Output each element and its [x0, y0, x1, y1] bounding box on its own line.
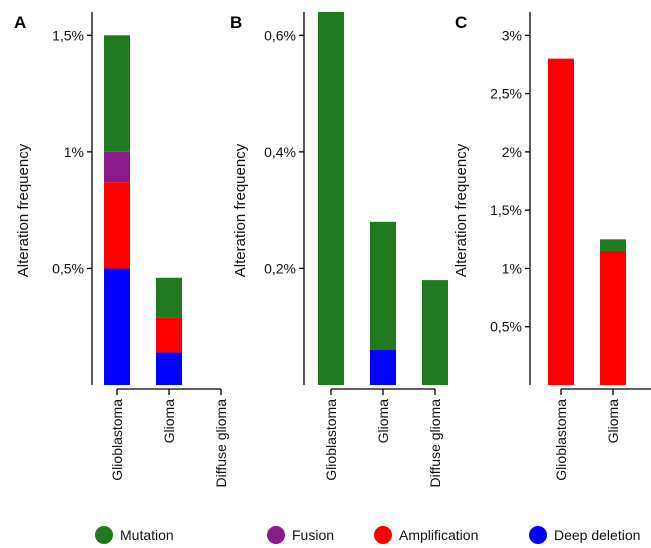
- legend-item-fusion: Fusion: [267, 526, 334, 544]
- panel-letter: B: [230, 13, 242, 32]
- category-label: Glioma: [161, 399, 177, 444]
- bar-segment-mutation: [318, 12, 344, 385]
- y-axis-label: Alteration frequency: [232, 143, 249, 277]
- legend-label: Mutation: [120, 527, 174, 543]
- legend-swatch: [95, 526, 113, 544]
- y-tick-label: 0,5%: [490, 319, 522, 335]
- bar-segment-amplification: [548, 58, 574, 385]
- y-tick-label: 1%: [502, 260, 522, 276]
- y-tick-label: 1,5%: [490, 202, 522, 218]
- y-axis-label: Alteration frequency: [453, 143, 470, 277]
- bar-segment-deep-deletion: [156, 352, 182, 385]
- y-tick-label: 0,4%: [264, 144, 296, 160]
- panel-b: B Alteration frequency 0,2% 0,4% 0,6% Gliobla…: [230, 12, 448, 487]
- bar-segment-mutation: [370, 221, 396, 351]
- bar-segment-mutation: [104, 35, 130, 152]
- y-tick-label: 2,5%: [490, 86, 522, 102]
- category-label: Glioblastoma: [553, 399, 569, 481]
- panel-letter: C: [455, 13, 467, 32]
- y-tick-label: 0,6%: [264, 27, 296, 43]
- bar-segment-amplification: [156, 317, 182, 353]
- legend-swatch: [374, 526, 392, 544]
- y-tick-label: 2%: [502, 144, 522, 160]
- bar-segment-deep-deletion: [104, 268, 130, 385]
- legend-item-deep-deletion: Deep deletion: [529, 526, 640, 544]
- legend-label: Deep deletion: [554, 527, 640, 543]
- y-axis-label: Alteration frequency: [15, 143, 32, 277]
- bar-segment-mutation: [600, 239, 626, 251]
- legend: Mutation Fusion Amplification Deep deletion: [95, 526, 640, 544]
- bar-segment-deep-deletion: [370, 350, 396, 385]
- bar-segment-amplification: [104, 182, 130, 269]
- category-label: Diffuse glioma: [213, 399, 229, 488]
- legend-swatch: [267, 526, 285, 544]
- bar-segment-mutation: [156, 277, 182, 318]
- legend-label: Amplification: [399, 527, 478, 543]
- panel-a: A Alteration frequency 0,5% 1% 1,5% Glioblast…: [14, 12, 229, 487]
- category-label: Diffuse glioma: [427, 399, 443, 488]
- y-tick-label: 3%: [502, 27, 522, 43]
- category-label: Glioblastoma: [109, 399, 125, 481]
- category-label: Glioblastoma: [323, 399, 339, 481]
- legend-item-mutation: Mutation: [95, 526, 174, 544]
- bar-segment-amplification: [600, 250, 626, 385]
- panels: A Alteration frequency 0,5% 1% 1,5% Glioblast…: [14, 12, 651, 487]
- y-tick-label: 0,5%: [52, 260, 84, 276]
- panel-c: C Alteration frequency 0,5% 1% 1,5% 2% 2,5% 3% G…: [453, 12, 651, 481]
- panel-letter: A: [14, 13, 26, 32]
- y-tick-label: 0,2%: [264, 260, 296, 276]
- y-tick-label: 1%: [64, 144, 84, 160]
- category-label: Glioma: [605, 399, 621, 444]
- legend-item-amplification: Amplification: [374, 526, 478, 544]
- y-tick-label: 1,5%: [52, 27, 84, 43]
- bar-segment-fusion: [104, 151, 130, 183]
- legend-swatch: [529, 526, 547, 544]
- bar-segment-mutation: [422, 280, 448, 385]
- legend-label: Fusion: [292, 527, 334, 543]
- category-label: Glioma: [375, 399, 391, 444]
